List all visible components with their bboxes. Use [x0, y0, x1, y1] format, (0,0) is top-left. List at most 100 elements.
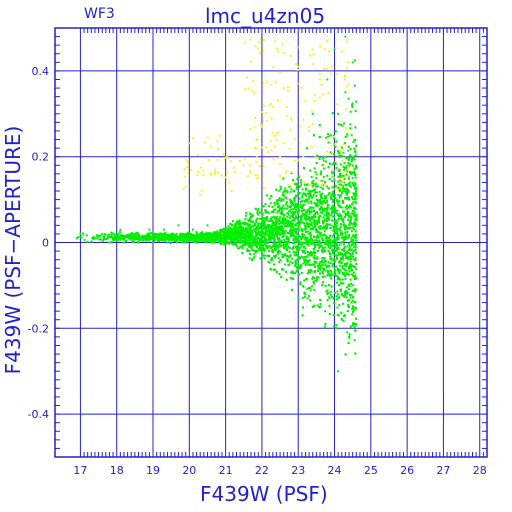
data-point [302, 285, 305, 288]
data-point [298, 209, 301, 212]
data-point [271, 226, 274, 229]
data-point [306, 297, 309, 300]
data-point [346, 299, 349, 302]
data-point [273, 204, 276, 207]
data-point [294, 264, 297, 267]
data-point [213, 241, 216, 244]
data-point [272, 268, 275, 271]
data-point [277, 231, 280, 234]
data-point [307, 239, 310, 242]
data-point [329, 274, 332, 277]
data-point [344, 135, 347, 138]
data-point [82, 232, 85, 235]
data-point [313, 188, 316, 191]
data-point [219, 236, 222, 239]
data-point [315, 177, 318, 180]
data-point [335, 224, 338, 227]
data-point [314, 262, 317, 265]
data-point [306, 243, 309, 246]
data-point [321, 267, 324, 270]
data-point [333, 227, 336, 230]
data-point [341, 240, 344, 243]
data-point [324, 224, 327, 227]
data-point [348, 265, 351, 268]
data-point [166, 241, 169, 244]
data-point [279, 185, 282, 188]
data-point [301, 221, 304, 224]
data-point [295, 215, 298, 218]
data-point [322, 216, 325, 219]
data-point [255, 220, 258, 223]
data-point [318, 136, 321, 139]
data-point [326, 78, 329, 81]
data-point [335, 254, 338, 257]
data-point [350, 243, 353, 246]
data-point [336, 306, 339, 309]
data-point [246, 231, 249, 234]
data-point [229, 235, 232, 238]
data-point [343, 273, 346, 276]
data-point [352, 274, 355, 277]
data-point [331, 263, 334, 266]
data-point [287, 219, 290, 222]
data-point [318, 306, 321, 309]
data-point [343, 268, 346, 271]
data-point [198, 239, 201, 242]
data-point [257, 233, 260, 236]
data-point [301, 241, 304, 244]
data-point [324, 250, 327, 253]
data-point [259, 225, 262, 228]
data-point [336, 238, 339, 241]
data-point [321, 163, 324, 166]
data-point [332, 229, 335, 232]
data-point [242, 241, 245, 244]
data-point [341, 233, 344, 236]
data-point [341, 206, 344, 209]
data-point [344, 263, 347, 266]
data-point [290, 288, 293, 291]
data-point [306, 272, 309, 275]
data-point [354, 154, 357, 157]
data-point [324, 284, 327, 287]
data-point [300, 238, 303, 241]
data-point [349, 254, 352, 257]
data-point [263, 239, 266, 242]
data-point [291, 226, 294, 229]
data-point [348, 226, 351, 229]
data-point [238, 225, 241, 228]
data-point [282, 217, 285, 220]
data-point [347, 283, 350, 286]
data-point [220, 243, 223, 246]
data-point [172, 238, 175, 241]
data-point [355, 268, 358, 271]
data-point [320, 196, 323, 199]
data-point [294, 205, 297, 208]
data-point [250, 220, 253, 223]
data-point [318, 157, 321, 160]
data-point [175, 241, 178, 244]
data-point [294, 246, 297, 249]
data-point [354, 274, 357, 277]
data-point [235, 220, 238, 223]
data-point [334, 239, 337, 242]
data-point [299, 179, 302, 182]
data-point [272, 223, 275, 226]
data-point [287, 213, 290, 216]
data-point [321, 256, 324, 259]
data-point [316, 229, 319, 232]
data-point [337, 123, 340, 126]
data-point [331, 241, 334, 244]
data-point [298, 197, 301, 200]
data-point [259, 226, 262, 229]
data-point [293, 242, 296, 245]
data-point [297, 229, 300, 232]
data-point [240, 225, 243, 228]
data-point [353, 276, 356, 279]
data-point [262, 217, 265, 220]
data-point [193, 240, 196, 243]
data-point [334, 130, 337, 133]
data-point [285, 207, 288, 210]
data-point [337, 251, 340, 254]
data-point [264, 241, 267, 244]
data-point [341, 236, 344, 239]
